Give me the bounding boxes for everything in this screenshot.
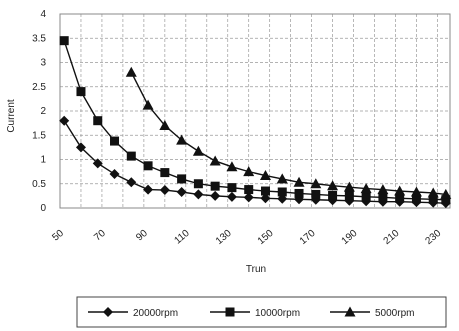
data-point — [260, 193, 271, 204]
data-point — [93, 116, 103, 126]
legend-marker — [103, 307, 113, 317]
data-point — [276, 173, 288, 184]
legend: 20000rpm 10000rpm 5000rpm — [76, 296, 447, 328]
data-point — [59, 36, 69, 46]
data-point — [226, 161, 238, 172]
data-point — [192, 145, 204, 156]
data-point — [143, 161, 153, 171]
data-point — [159, 185, 170, 196]
data-point — [176, 186, 187, 197]
data-point — [441, 195, 451, 205]
data-point — [428, 194, 438, 204]
data-point — [110, 136, 120, 146]
data-point — [59, 115, 70, 126]
y-tick-label: 3 — [40, 58, 46, 69]
data-point — [343, 181, 355, 192]
legend-label: 5000rpm — [375, 308, 414, 319]
y-tick-label: 1 — [40, 155, 46, 166]
legend-label: 10000rpm — [255, 308, 300, 319]
data-point — [76, 87, 86, 97]
y-axis-title: Current — [6, 99, 17, 133]
data-point — [327, 180, 339, 191]
data-point — [277, 187, 287, 197]
series-10000rpm — [59, 36, 451, 205]
data-point — [209, 155, 221, 166]
data-point — [243, 166, 255, 177]
y-tick-label: 0 — [40, 203, 46, 214]
data-point — [75, 142, 86, 153]
y-tick-label: 1.5 — [32, 130, 46, 141]
legend-item: 5000rpm — [330, 306, 414, 319]
x-axis-title: Trun — [246, 264, 266, 275]
data-point — [126, 151, 136, 161]
data-point — [193, 189, 204, 200]
data-point — [160, 168, 170, 178]
data-point — [410, 186, 422, 197]
data-point — [328, 190, 338, 200]
series-5000rpm — [125, 66, 452, 199]
y-axis-ticks: 0 0.5 1 1.5 2 2.5 3 3.5 4 — [32, 9, 46, 214]
plot-area-border — [59, 13, 451, 209]
data-point — [361, 192, 371, 202]
legend-item: 20000rpm — [88, 307, 178, 319]
data-point — [293, 176, 305, 187]
data-point — [227, 183, 237, 193]
data-point — [244, 185, 254, 195]
data-point — [411, 194, 421, 204]
y-tick-label: 2.5 — [32, 82, 46, 93]
series-layer — [59, 36, 452, 209]
legend-box — [76, 296, 447, 328]
data-point — [210, 190, 221, 201]
legend-marker — [344, 306, 356, 317]
legend-item: 10000rpm — [210, 307, 300, 319]
data-point — [360, 183, 372, 194]
data-point — [243, 192, 254, 203]
data-point — [176, 134, 188, 145]
data-point — [177, 174, 187, 184]
data-point — [427, 187, 439, 198]
data-point — [126, 177, 137, 188]
data-point — [394, 185, 406, 196]
data-point — [395, 193, 405, 203]
data-point — [310, 178, 322, 189]
data-point — [294, 188, 304, 198]
data-point — [440, 188, 452, 199]
data-point — [311, 189, 321, 199]
data-point — [92, 158, 103, 169]
data-point — [125, 66, 137, 77]
y-tick-label: 2 — [40, 106, 46, 117]
data-point — [344, 191, 354, 201]
y-tick-label: 3.5 — [32, 33, 46, 44]
data-point — [226, 191, 237, 202]
data-point — [377, 184, 389, 195]
legend-items: 20000rpm 10000rpm 5000rpm — [88, 306, 414, 319]
data-point — [159, 120, 171, 131]
legend-marker — [225, 307, 235, 317]
data-point — [142, 99, 154, 110]
y-tick-label: 0.5 — [32, 179, 46, 190]
legend-label: 20000rpm — [133, 308, 178, 319]
data-point — [378, 192, 388, 202]
data-point — [210, 181, 220, 191]
data-point — [260, 186, 270, 196]
y-tick-label: 4 — [40, 9, 46, 20]
data-point — [109, 169, 120, 180]
data-point — [259, 170, 271, 181]
data-point — [193, 179, 203, 189]
data-point — [143, 184, 154, 195]
